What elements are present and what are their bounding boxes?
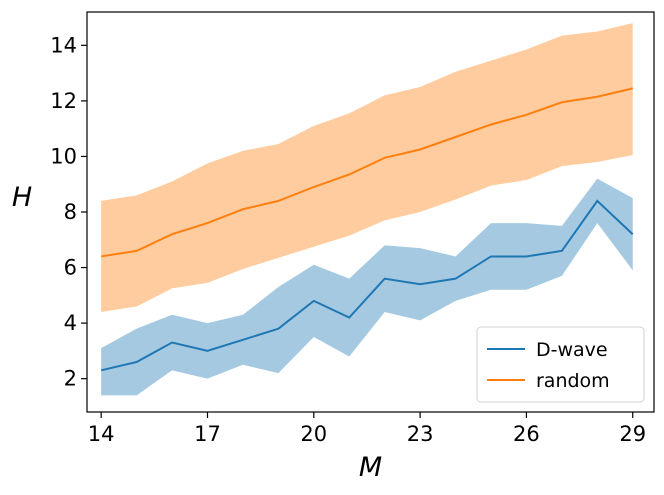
y-tick-label: 12: [50, 89, 77, 113]
line-d-wave: [100, 199, 634, 372]
legend-label-random: random: [536, 370, 610, 392]
y-tick-label: 10: [50, 144, 77, 168]
y-axis-ticks: 2 4 6 8 10 12 14: [50, 33, 87, 391]
confidence-bands: [101, 23, 633, 396]
band-d-wave: [101, 178, 633, 396]
x-tick-label: 20: [300, 422, 327, 446]
y-tick-label: 8: [64, 200, 77, 224]
x-tick-label: 14: [88, 422, 115, 446]
legend-box: [476, 326, 645, 403]
x-axis-ticks: 14 17 20 23 26 29: [88, 412, 646, 446]
y-tick-label: 14: [50, 33, 77, 57]
x-tick-label: 29: [619, 422, 646, 446]
y-tick-label: 4: [64, 311, 77, 335]
legend-label-d-wave: D-wave: [536, 339, 608, 361]
line-random: [101, 87, 633, 258]
x-tick-label: 17: [194, 422, 221, 446]
y-axis-label: H: [12, 182, 32, 213]
series-lines: [100, 87, 634, 372]
y-tick-label: 6: [64, 256, 77, 280]
legend: D-wave random: [476, 326, 645, 403]
x-axis-label: M: [359, 452, 382, 483]
x-tick-label: 26: [513, 422, 540, 446]
x-tick-label: 23: [407, 422, 434, 446]
band-random: [101, 23, 633, 312]
y-tick-label: 2: [64, 367, 77, 391]
